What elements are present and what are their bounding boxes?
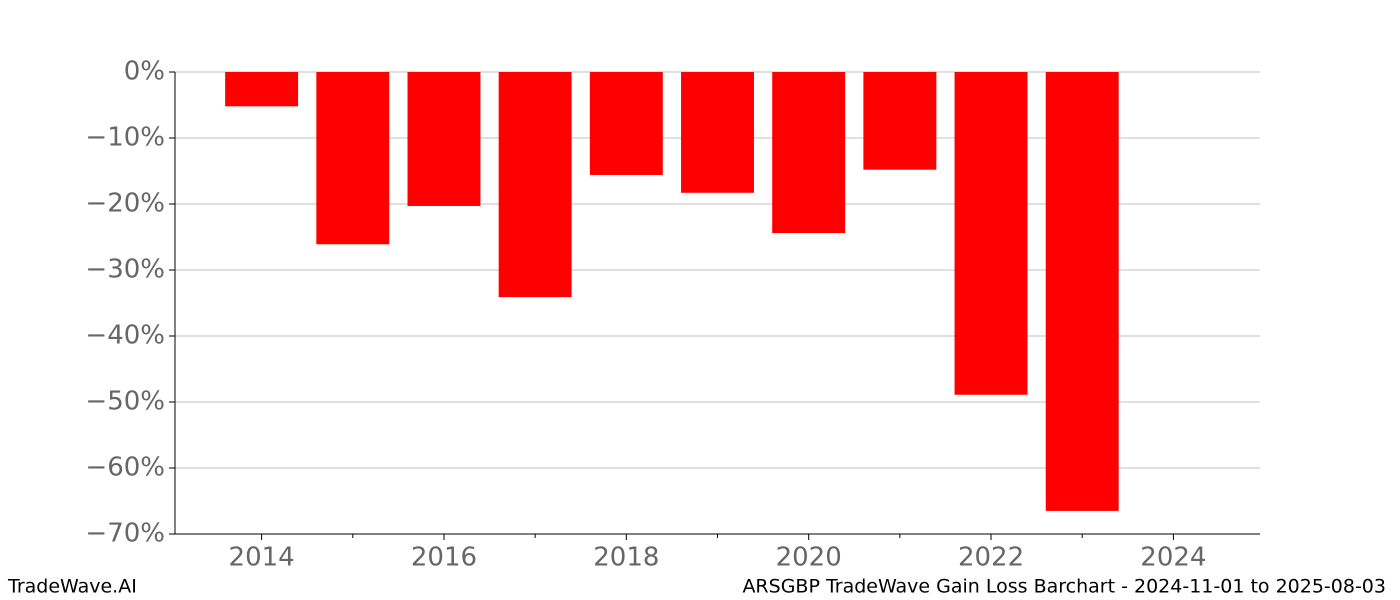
bar: [681, 72, 754, 193]
chart-title: ARSGBP TradeWave Gain Loss Barchart - 20…: [742, 576, 1386, 598]
bar: [863, 72, 937, 170]
bar: [954, 72, 1028, 395]
y-tick-label: 0%: [124, 57, 165, 87]
x-tick-label: 2014: [229, 543, 295, 573]
y-tick-label: −70%: [85, 519, 165, 549]
y-tick-label: −30%: [85, 255, 165, 285]
x-tick-label: 2024: [1140, 543, 1206, 573]
y-tick-label: −10%: [85, 123, 165, 153]
y-tick-label: −50%: [85, 387, 165, 417]
bar: [589, 72, 663, 175]
y-tick-label: −20%: [85, 189, 165, 219]
y-tick-label: −40%: [85, 321, 165, 351]
bar: [772, 72, 846, 234]
bar: [316, 72, 390, 245]
bar: [225, 72, 299, 107]
x-tick-label: 2016: [411, 543, 477, 573]
bar: [498, 72, 572, 298]
brand: TradeWave.AI: [7, 576, 137, 598]
y-tick-label: −60%: [85, 453, 165, 483]
bar: [407, 72, 481, 206]
x-tick-label: 2020: [776, 543, 842, 573]
bar: [1045, 72, 1119, 511]
x-tick-label: 2022: [958, 543, 1024, 573]
x-tick-label: 2018: [593, 543, 659, 573]
